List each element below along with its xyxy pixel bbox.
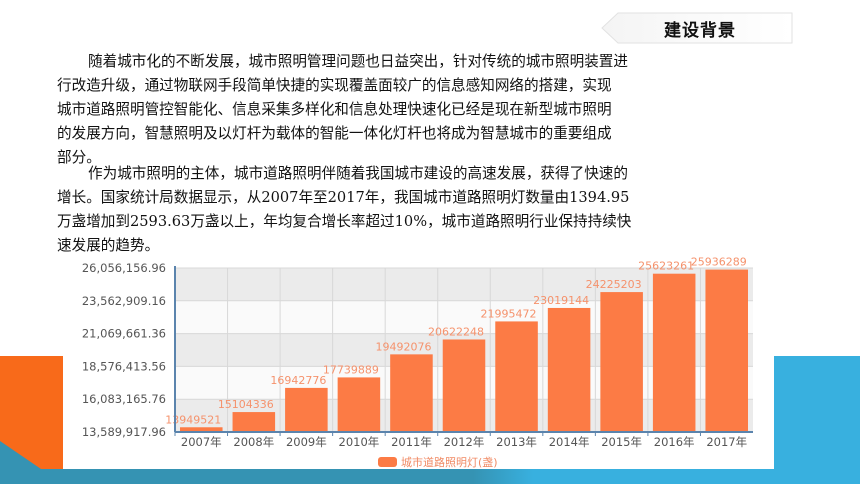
bar	[495, 321, 538, 432]
bar	[705, 269, 748, 432]
x-tick-label: 2016年	[654, 435, 695, 449]
text-line: 增长。国家统计局数据显示，从2007年至2017年，我国城市道路照明灯数量由13…	[57, 189, 630, 206]
blue-decor-block	[774, 356, 860, 484]
bar	[442, 339, 486, 432]
bar	[547, 307, 591, 432]
bar	[285, 387, 328, 432]
x-tick-label: 2014年	[549, 435, 590, 449]
paragraph-2: 作为城市照明的主体，城市道路照明伴随着我国城市建设的高速发展，获得了快速的 增长…	[57, 162, 631, 258]
y-tick-label: 23,562,909.16	[82, 294, 166, 308]
data-label: 25623261	[638, 260, 694, 273]
text-line: 作为城市照明的主体，城市道路照明伴随着我国城市建设的高速发展，获得了快速的	[88, 165, 628, 182]
x-tick-label: 2010年	[339, 435, 380, 449]
data-label: 19492076	[375, 340, 431, 353]
y-tick-label: 18,576,413.56	[82, 359, 166, 373]
data-label: 15104336	[218, 398, 274, 411]
data-label: 23019144	[533, 294, 589, 307]
data-label: 16942776	[270, 374, 326, 387]
page-title: 建设背景	[664, 21, 736, 41]
bar	[337, 377, 381, 432]
x-tick-label: 2012年	[444, 435, 485, 449]
bar	[600, 292, 643, 432]
text-line: 城市道路照明管控智能化、信息采集多样化和信息处理快速化已经是现在新型城市照明	[57, 101, 612, 118]
x-tick-label: 2015年	[601, 435, 642, 449]
y-tick-label: 26,056,156.96	[82, 261, 166, 275]
x-tick-label: 2007年	[181, 435, 222, 449]
legend-swatch	[378, 457, 397, 467]
data-label: 17739889	[323, 363, 379, 376]
text-line: 万盏增加到2593.63万盏以上，年均复合增长率超过10%，城市道路照明行业保持…	[57, 213, 632, 230]
data-label: 20622248	[428, 325, 484, 338]
text-line: 行改造升级，通过物联网手段简单快捷的实现覆盖面较广的信息感知网络的搭建，实现	[57, 77, 612, 94]
title-ribbon: 建设背景	[600, 11, 793, 44]
y-tick-label: 13,589,917.96	[82, 425, 166, 439]
paragraph-1: 随着城市化的不断发展，城市照明管理问题也日益突出，针对传统的城市照明装置进 行改…	[57, 50, 628, 170]
bar	[390, 354, 433, 432]
text-line: 随着城市化的不断发展，城市照明管理问题也日益突出，针对传统的城市照明装置进	[88, 53, 628, 70]
data-label: 21995472	[481, 307, 537, 320]
x-tick-label: 2013年	[496, 435, 537, 449]
y-tick-label: 16,083,165.76	[82, 392, 166, 406]
data-label: 25936289	[691, 256, 747, 269]
x-tick-label: 2011年	[391, 435, 432, 449]
bar	[652, 273, 696, 432]
x-tick-label: 2009年	[286, 435, 327, 449]
text-line: 的发展方向，智慧照明及以灯杆为载体的智能一体化灯杆也将成为智慧城市的重要组成	[57, 125, 612, 142]
x-tick-label: 2008年	[233, 435, 274, 449]
text-line: 部分。	[57, 149, 101, 166]
bar	[232, 412, 276, 432]
ribbon-shape	[601, 12, 793, 44]
x-tick-label: 2017年	[706, 435, 747, 449]
data-label: 13949521	[165, 413, 221, 426]
legend-label: 城市道路照明灯(盏)	[401, 455, 498, 469]
text-line: 速发展的趋势。	[57, 237, 160, 254]
bar	[180, 427, 223, 432]
bottom-decor-band	[0, 469, 860, 484]
data-label: 24225203	[586, 278, 642, 291]
y-tick-label: 21,069,661.36	[82, 327, 166, 341]
